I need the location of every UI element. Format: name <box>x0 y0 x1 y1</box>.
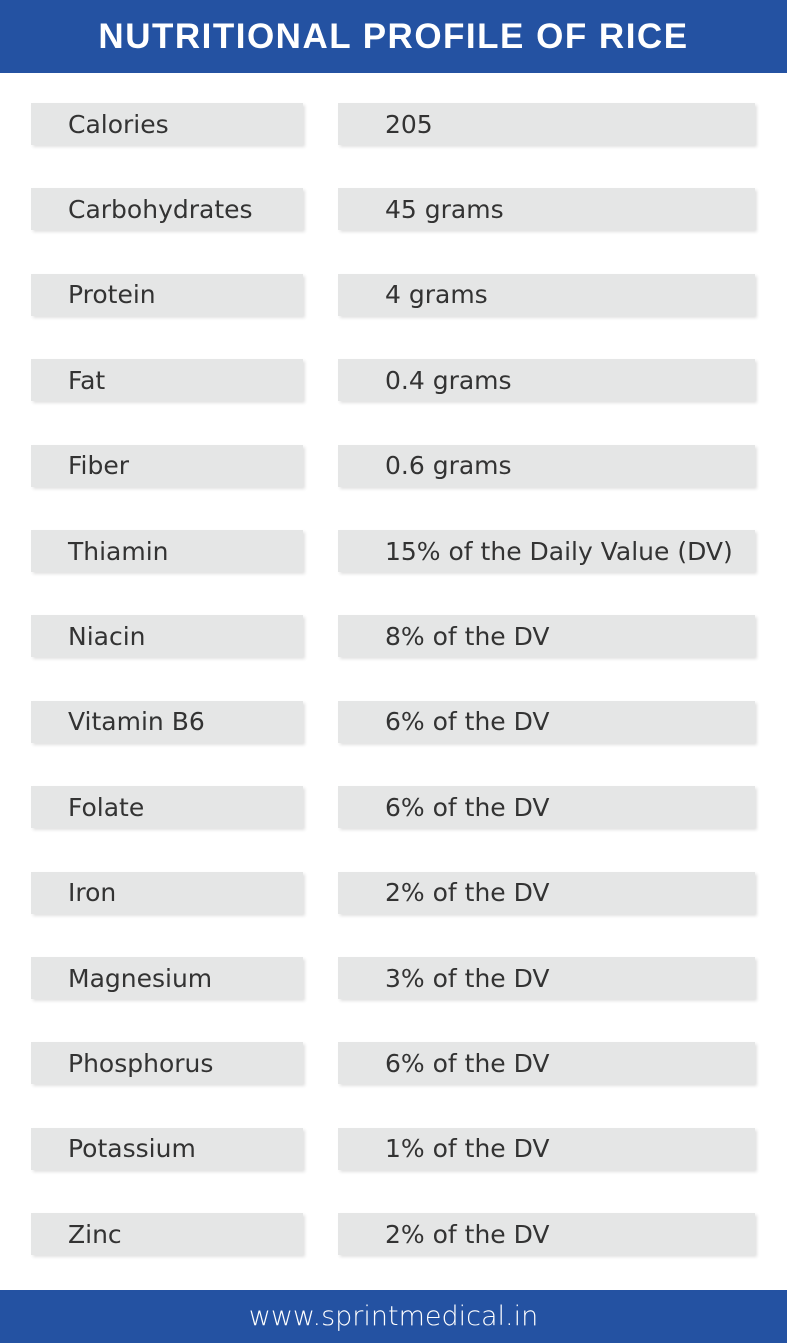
label-cell: Vitamin B6 <box>31 700 303 743</box>
label-cell: Protein <box>31 273 303 316</box>
url: www.sprintmedical.in <box>248 1301 539 1332</box>
label-cell: Zinc <box>31 1213 303 1256</box>
value-cell: 0.4 grams <box>338 359 755 402</box>
label-cell: Calories <box>31 103 303 145</box>
label-cell: Fiber <box>31 444 303 487</box>
footer: www.sprintmedical.in <box>0 1290 787 1343</box>
label-cell: Magnesium <box>31 957 303 999</box>
label-cell: Niacin <box>31 615 303 658</box>
value-cell: 0.6 grams <box>338 444 755 487</box>
label-cell: Carbohydrates <box>31 188 303 231</box>
value-cell: 2% of the DV <box>338 1213 755 1256</box>
label-cell: Thiamin <box>31 530 303 572</box>
value-cell: 4 grams <box>338 273 755 316</box>
value-cell: 6% of the DV <box>338 700 755 743</box>
title: NUTRITIONAL PROFILE OF RICE <box>98 16 689 56</box>
value-cell: 6% of the DV <box>338 1042 755 1085</box>
label-cell: Fat <box>31 359 303 402</box>
label-cell: Potassium <box>31 1127 303 1170</box>
value-cell: 8% of the DV <box>338 615 755 658</box>
value-cell: 2% of the DV <box>338 871 755 914</box>
value-cell: 205 <box>338 103 755 145</box>
label-cell: Phosphorus <box>31 1042 303 1085</box>
value-cell: 15% of the Daily Value (DV) <box>338 530 755 572</box>
label-cell: Iron <box>31 871 303 914</box>
header: NUTRITIONAL PROFILE OF RICE <box>0 0 787 73</box>
value-cell: 45 grams <box>338 188 755 231</box>
value-cell: 6% of the DV <box>338 786 755 829</box>
label-cell: Folate <box>31 786 303 829</box>
value-cell: 1% of the DV <box>338 1127 755 1170</box>
value-cell: 3% of the DV <box>338 957 755 999</box>
